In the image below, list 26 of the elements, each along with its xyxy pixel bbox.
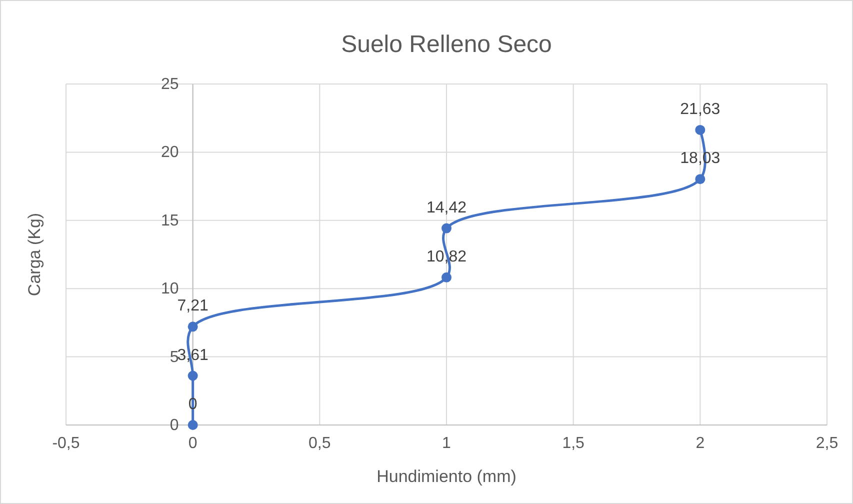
point [442,272,452,282]
point [188,420,198,430]
y-tick-label: 15 [161,212,179,230]
y-tick-label: 10 [161,280,179,298]
data-label: 7,21 [177,298,209,315]
data-label: 21,63 [680,100,720,118]
point [442,223,452,234]
x-tick-label: -0,5 [52,435,80,452]
point [188,322,198,332]
y-tick-label: 5 [170,348,179,366]
y-tick-label: 25 [161,76,179,93]
y-tick-label: 20 [161,144,179,162]
x-tick-label: 0 [188,435,198,452]
chart-title: Suelo Relleno Seco [341,31,552,58]
x-tick-label: 2,5 [816,435,838,452]
y-tick-label: 0 [170,417,179,434]
point [695,124,706,135]
x-axis-title: Hundimiento (mm) [376,467,516,486]
y-axis-title: Carga (Kg) [25,212,44,296]
x-tick-label: 0,5 [308,435,331,452]
x-tick-label: 1,5 [562,435,585,452]
point [695,174,706,184]
x-tick-label: 2 [696,435,705,452]
point [188,370,198,381]
data-label: 14,42 [426,199,467,216]
x-tick-label: 1 [442,435,452,452]
